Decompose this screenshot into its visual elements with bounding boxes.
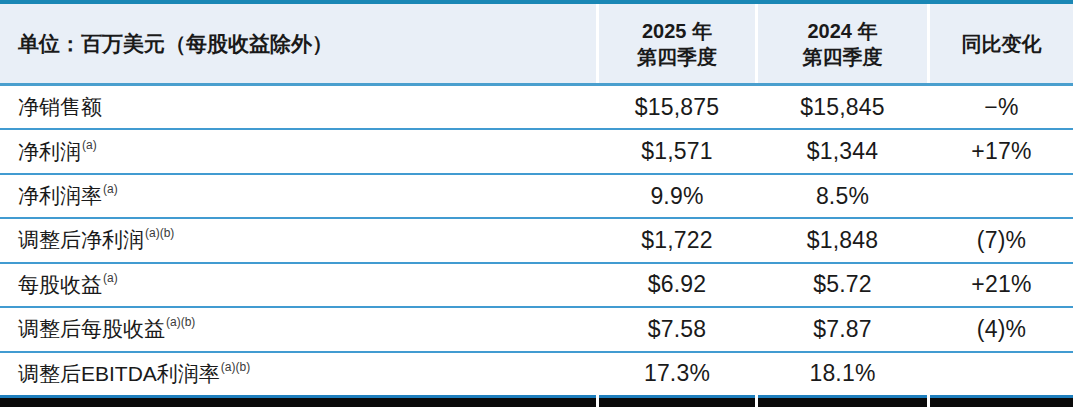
row-label: 净利润率 xyxy=(18,182,102,210)
bottom-border-segment xyxy=(930,395,1073,407)
financial-results-table: 单位：百万美元（每股收益除外） 2025 年 第四季度 2024 年 第四季度 … xyxy=(0,0,1080,407)
table-bottom-border xyxy=(0,395,1073,407)
bottom-border-segment xyxy=(758,395,927,407)
row-label: 调整后EBITDA利润率 xyxy=(18,360,220,388)
table-header-row: 单位：百万美元（每股收益除外） 2025 年 第四季度 2024 年 第四季度 … xyxy=(0,4,1073,83)
value-yoy: +17% xyxy=(930,138,1073,165)
row-label-cell: 调整后每股收益(a)(b) xyxy=(0,315,596,343)
row-label-cell: 每股收益(a) xyxy=(0,271,596,299)
header-col-2025-line2: 第四季度 xyxy=(637,44,717,70)
bottom-border-segment xyxy=(599,395,755,407)
row-label-cell: 净利润率(a) xyxy=(0,182,596,210)
header-unit-cell: 单位：百万美元（每股收益除外） xyxy=(0,4,596,83)
value-2025-q4: 9.9% xyxy=(599,183,755,210)
header-col-2024-line1: 2024 年 xyxy=(807,18,877,44)
row-label: 净销售额 xyxy=(18,93,102,121)
table-row: 每股收益(a) $6.92 $5.72 +21% xyxy=(0,264,1073,308)
row-label: 调整后每股收益 xyxy=(18,315,165,343)
value-2025-q4: $7.58 xyxy=(599,316,755,343)
row-label-cell: 净利润(a) xyxy=(0,138,596,166)
value-2025-q4: $1,722 xyxy=(599,227,755,254)
table-row: 调整后EBITDA利润率(a)(b) 17.3% 18.1% xyxy=(0,353,1073,395)
table-row: 净利润(a) $1,571 $1,344 +17% xyxy=(0,130,1073,174)
value-yoy: −% xyxy=(930,94,1073,121)
header-col-2024-q4: 2024 年 第四季度 xyxy=(758,4,927,83)
value-yoy: +21% xyxy=(930,271,1073,298)
row-label-cell: 调整后EBITDA利润率(a)(b) xyxy=(0,360,596,388)
table-body: 净销售额 $15,875 $15,845 −% 净利润(a) $1,571 $1… xyxy=(0,86,1073,395)
value-yoy: (7)% xyxy=(930,227,1073,254)
row-label-cell: 净销售额 xyxy=(0,93,596,121)
value-2024-q4: 18.1% xyxy=(758,360,927,387)
row-label-cell: 调整后净利润(a)(b) xyxy=(0,226,596,254)
unit-label: 单位：百万美元（每股收益除外） xyxy=(18,31,333,57)
header-col-2024-line2: 第四季度 xyxy=(803,44,883,70)
table-row: 净利润率(a) 9.9% 8.5% xyxy=(0,175,1073,219)
table-row: 净销售额 $15,875 $15,845 −% xyxy=(0,86,1073,130)
header-col-yoy: 同比变化 xyxy=(930,4,1073,83)
table-row: 调整后净利润(a)(b) $1,722 $1,848 (7)% xyxy=(0,219,1073,263)
header-col-2025-q4: 2025 年 第四季度 xyxy=(599,4,755,83)
value-2025-q4: $1,571 xyxy=(599,138,755,165)
value-2025-q4: $6.92 xyxy=(599,271,755,298)
value-2025-q4: $15,875 xyxy=(599,94,755,121)
header-col-yoy-label: 同比变化 xyxy=(962,31,1042,57)
header-col-2025-line1: 2025 年 xyxy=(642,18,712,44)
value-2024-q4: $7.87 xyxy=(758,316,927,343)
value-yoy: (4)% xyxy=(930,316,1073,343)
bottom-border-segment xyxy=(0,395,596,407)
table-row: 调整后每股收益(a)(b) $7.58 $7.87 (4)% xyxy=(0,308,1073,352)
table: 单位：百万美元（每股收益除外） 2025 年 第四季度 2024 年 第四季度 … xyxy=(0,0,1073,407)
row-label: 每股收益 xyxy=(18,271,102,299)
value-2024-q4: $1,344 xyxy=(758,138,927,165)
value-2025-q4: 17.3% xyxy=(599,360,755,387)
value-2024-q4: $5.72 xyxy=(758,271,927,298)
value-2024-q4: $1,848 xyxy=(758,227,927,254)
value-2024-q4: $15,845 xyxy=(758,94,927,121)
value-2024-q4: 8.5% xyxy=(758,183,927,210)
row-label: 净利润 xyxy=(18,138,81,166)
row-label: 调整后净利润 xyxy=(18,226,144,254)
